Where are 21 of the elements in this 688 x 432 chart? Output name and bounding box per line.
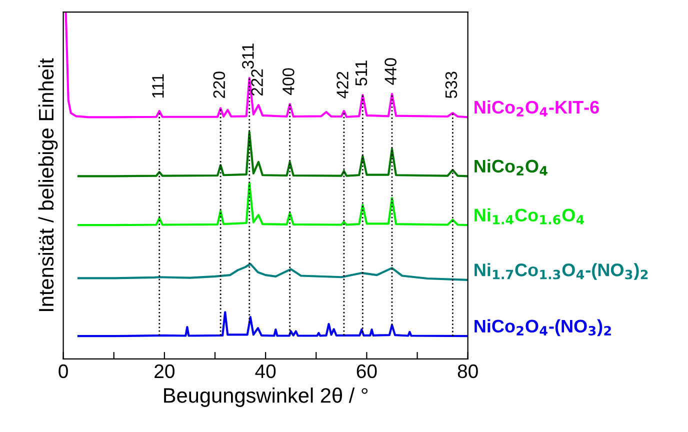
y-axis-title: Intensität / beliebige Einheit bbox=[38, 58, 58, 312]
x-tick-label: 60 bbox=[356, 364, 377, 378]
annotation: 220 bbox=[213, 72, 226, 98]
x-tick-label: 80 bbox=[458, 364, 478, 378]
annotation: 111 bbox=[152, 74, 164, 98]
annotation: 422 bbox=[336, 72, 348, 98]
annotation: 311 bbox=[242, 44, 254, 69]
series-label: NiCo$_{2}$O$_{4}$-(NO$_{3}$)$_{2}$ bbox=[474, 319, 611, 336]
x-tick-label: 0 bbox=[58, 364, 68, 378]
series-label: NiCo$_{2}$O$_{4}$ bbox=[474, 159, 548, 176]
series-label: Ni$_{1.4}$Co$_{1.6}$O$_{4}$ bbox=[474, 208, 584, 224]
annotation: 511 bbox=[356, 60, 368, 86]
annotation: 222 bbox=[251, 69, 263, 96]
x-tick-label: 40 bbox=[255, 364, 276, 378]
annotation: 400 bbox=[282, 68, 294, 95]
annotation: 533 bbox=[445, 72, 458, 98]
x-tick-label: 20 bbox=[154, 364, 174, 378]
series-label: NiCo$_{2}$O$_{4}$-KIT-6 bbox=[474, 100, 599, 116]
text: Ni$_{1.7}$Co$_{1.3}$O$_{4}$-(NO$_{3}$)$_{2}$ bbox=[474, 263, 648, 280]
x-axis-title: Beugungswinkel 2θ / ° bbox=[164, 388, 368, 407]
annotation: 440 bbox=[384, 58, 396, 85]
